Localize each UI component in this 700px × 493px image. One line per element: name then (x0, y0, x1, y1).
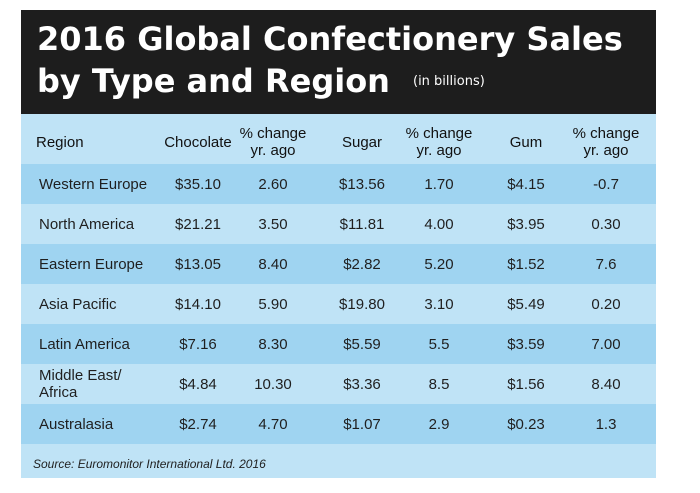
chocolate-cell: $35.10 (175, 175, 221, 193)
sugar-cell: $19.80 (339, 295, 385, 313)
gum-cell: $3.59 (507, 335, 545, 353)
column-header-line: % change (405, 125, 473, 142)
gum-change-cell: 7.00 (591, 335, 621, 353)
chocolate-change-cell: 8.40 (258, 255, 288, 273)
sugar-cell: $3.36 (343, 375, 381, 393)
gum-cell: $5.49 (507, 295, 545, 313)
table-row: Asia Pacific $14.10 5.90 $19.80 3.10 $5.49 0.2… (21, 284, 656, 324)
column-header-line: % change (239, 125, 307, 142)
column-header-5: Gum (491, 134, 561, 151)
chocolate-cell: $21.21 (175, 215, 221, 233)
region-cell: Australasia (39, 415, 114, 433)
chocolate-cell: $13.05 (175, 255, 221, 273)
chocolate-cell: $4.84 (179, 375, 217, 393)
region-cell: Latin America (39, 335, 130, 353)
sugar-change-cell: 2.9 (428, 415, 450, 433)
column-header-line: yr. ago (250, 142, 296, 159)
column-header-line: yr. ago (583, 142, 629, 159)
column-header-line: Region (36, 134, 84, 151)
sugar-cell: $2.82 (343, 255, 381, 273)
title-banner: 2016 Global Confectionery Sales by Type … (21, 10, 656, 114)
chocolate-change-cell: 10.30 (254, 375, 292, 393)
chart-title-line-1: 2016 Global Confectionery Sales (37, 20, 623, 58)
column-header-line: Gum (509, 134, 543, 151)
sugar-change-cell: 5.5 (428, 335, 450, 353)
sugar-cell: $13.56 (339, 175, 385, 193)
column-header-3: Sugar (322, 134, 402, 151)
region-cell: Western Europe (39, 175, 148, 193)
sugar-change-cell: 4.00 (424, 215, 454, 233)
gum-cell: $0.23 (507, 415, 545, 433)
table-row: Western Europe $35.10 2.60 $13.56 1.70 $4.15 -… (21, 164, 656, 204)
chocolate-change-cell: 5.90 (258, 295, 288, 313)
chart-title-line-2: by Type and Region (37, 62, 390, 100)
chocolate-cell: $2.74 (179, 415, 217, 433)
chocolate-cell: $7.16 (179, 335, 217, 353)
chocolate-change-cell: 2.60 (258, 175, 288, 193)
sugar-change-cell: 8.5 (428, 375, 450, 393)
table-row: Australasia $2.74 4.70 $1.07 2.9 $0.23 1.3 (21, 404, 656, 444)
chocolate-cell: $14.10 (175, 295, 221, 313)
region-cell: Eastern Europe (39, 255, 144, 273)
column-header-1: Chocolate (153, 134, 243, 151)
chocolate-change-cell: 8.30 (258, 335, 288, 353)
sugar-change-cell: 3.10 (424, 295, 454, 313)
column-header-0: Region (36, 134, 84, 151)
column-header-6: % change yr. ago (566, 125, 646, 159)
region-cell: North America (39, 215, 135, 233)
gum-cell: $4.15 (507, 175, 545, 193)
column-header-line: yr. ago (416, 142, 462, 159)
chart-subtitle: (in billions) (413, 74, 485, 89)
column-header-line: Sugar (341, 134, 383, 151)
table-row: Latin America $7.16 8.30 $5.59 5.5 $3.59 7.00 (21, 324, 656, 364)
sugar-change-cell: 1.70 (424, 175, 454, 193)
region-cell: Middle East/ Africa (39, 367, 122, 401)
sugar-cell: $5.59 (343, 335, 381, 353)
data-table: Region Chocolate% change yr. ago Sugar% cha… (21, 114, 656, 478)
chocolate-change-cell: 3.50 (258, 215, 288, 233)
gum-cell: $3.95 (507, 215, 545, 233)
sugar-cell: $11.81 (339, 215, 385, 233)
table-row: Eastern Europe $13.05 8.40 $2.82 5.20 $1.52 7.… (21, 244, 656, 284)
gum-change-cell: 1.3 (595, 415, 617, 433)
gum-change-cell: 0.20 (591, 295, 621, 313)
gum-change-cell: 0.30 (591, 215, 621, 233)
gum-cell: $1.52 (507, 255, 545, 273)
region-cell: Asia Pacific (39, 295, 117, 313)
column-header-4: % change yr. ago (399, 125, 479, 159)
gum-change-cell: 8.40 (591, 375, 621, 393)
column-header-line: % change (572, 125, 640, 142)
gum-change-cell: -0.7 (593, 175, 619, 193)
sugar-change-cell: 5.20 (424, 255, 454, 273)
table-row: Middle East/ Africa $4.84 10.30 $3.36 8.5 $1.… (21, 364, 656, 404)
gum-cell: $1.56 (507, 375, 545, 393)
column-header-line: Chocolate (164, 134, 232, 151)
sugar-cell: $1.07 (343, 415, 381, 433)
column-header-2: % change yr. ago (233, 125, 313, 159)
chocolate-change-cell: 4.70 (258, 415, 288, 433)
table-row: North America $21.21 3.50 $11.81 4.00 $3.95 0.… (21, 204, 656, 244)
source-note: Source: Euromonitor International Ltd. 2… (33, 457, 266, 471)
gum-change-cell: 7.6 (595, 255, 617, 273)
